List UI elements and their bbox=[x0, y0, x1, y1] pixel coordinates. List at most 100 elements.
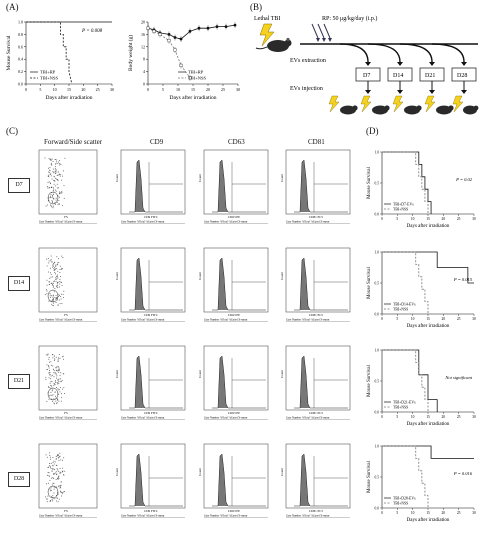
y-tick-label: 16 bbox=[141, 32, 145, 37]
legend-entry: TBI+NSS bbox=[188, 76, 207, 81]
survival-series-2 bbox=[26, 21, 73, 85]
survival-series-2 bbox=[382, 445, 429, 508]
lightning-icon bbox=[259, 23, 275, 47]
x-tick-label: 0 bbox=[381, 317, 383, 321]
y-tick-label: 1.0 bbox=[375, 250, 380, 254]
x-tick-label: 30 bbox=[110, 87, 114, 92]
lethal-tbi-label: Lethal TBI bbox=[254, 16, 280, 22]
row-label-d28: D28 bbox=[8, 472, 30, 487]
y-tick-label: 0 bbox=[143, 82, 145, 87]
x-tick-label: 0 bbox=[381, 511, 383, 515]
legend-entry: TBI+NSS bbox=[393, 307, 408, 311]
axis-label-fs: FS bbox=[64, 215, 68, 219]
p-value: P = 0.02 bbox=[455, 177, 473, 182]
axis-label-cd81: CD81 PC5 bbox=[309, 313, 323, 317]
survival-chart-d1: 0.0 0.5 1.0 0 5 10 15 20 25 30 Mouse Survival Days … bbox=[367, 150, 476, 229]
x-tick-label: 30 bbox=[472, 317, 476, 321]
y-tick-label: 0.8 bbox=[18, 32, 23, 37]
weight-point bbox=[197, 26, 201, 30]
survival-chart-d4: 0.0 0.5 1.0 0 5 10 15 20 25 30 Mouse Survival Days … bbox=[367, 444, 476, 523]
survival-series-2 bbox=[382, 151, 429, 214]
x-tick-label: 20 bbox=[442, 415, 446, 419]
weight-point bbox=[206, 26, 210, 30]
weight-point bbox=[215, 25, 219, 29]
histogram-peak bbox=[129, 257, 183, 311]
count-axis-label: Count bbox=[115, 370, 119, 378]
count-axis-label: Count bbox=[198, 272, 202, 280]
survival-series-1 bbox=[382, 151, 432, 214]
x-tick-label: 15 bbox=[191, 87, 195, 92]
stats-table-header: Gate Number %Total %Gated X-mean bbox=[121, 515, 165, 518]
axis-label-fs: FS bbox=[64, 313, 68, 317]
y-tick-label: 0.6 bbox=[18, 44, 23, 49]
row-label-d7: D7 bbox=[8, 178, 30, 193]
histogram-cd63: Count CD63 PE Gate Number %Total %Gated X-… bbox=[198, 443, 269, 518]
x-axis-label: Days after irradiation bbox=[407, 518, 450, 523]
day-box-d14: D14 bbox=[393, 73, 403, 79]
y-tick-label: 20 bbox=[141, 20, 145, 25]
legend-entry: TBI+RP bbox=[40, 70, 56, 75]
axis-label-cd9: CD9 FITC bbox=[144, 411, 158, 415]
y-axis-label: Mouse Survival bbox=[6, 35, 12, 70]
col-header-fs: Forward/Side scatter bbox=[44, 138, 103, 146]
count-axis-label: Count bbox=[198, 370, 202, 378]
p-value: Not significant bbox=[444, 375, 472, 380]
histogram-cd63: Count CD63 PE Gate Number %Total %Gated X-… bbox=[198, 149, 269, 224]
legend-entry: TBI+NSS bbox=[393, 405, 408, 409]
y-tick-label: 1.0 bbox=[375, 348, 380, 352]
histogram-peak bbox=[294, 257, 348, 311]
stats-table-header: Gate Number %Total %Gated X-mean bbox=[204, 417, 248, 420]
x-tick-label: 0 bbox=[25, 87, 27, 92]
count-axis-label: Count bbox=[198, 174, 202, 182]
gate-ellipse bbox=[47, 485, 59, 499]
survival-series-2 bbox=[382, 251, 429, 314]
axis-label-cd9: CD9 FITC bbox=[144, 215, 158, 219]
x-tick-label: 10 bbox=[411, 317, 415, 321]
axis-label-cd9: CD9 FITC bbox=[144, 313, 158, 317]
y-axis-label: Mouse Survival bbox=[367, 460, 372, 492]
x-tick-label: 25 bbox=[457, 415, 461, 419]
x-axis-label: Days after irradiation bbox=[45, 94, 92, 101]
x-tick-label: 5 bbox=[396, 415, 398, 419]
axis-label-cd81: CD81 PC5 bbox=[309, 215, 323, 219]
histogram-cd9: Count CD9 FITC Gate Number %Total %Gated X… bbox=[115, 345, 186, 420]
axis-label-cd81: CD81 PC5 bbox=[309, 509, 323, 513]
syringe-icon bbox=[311, 23, 331, 39]
y-tick-label: 12 bbox=[141, 44, 145, 49]
panel-label-d: (D) bbox=[366, 126, 379, 136]
x-axis-label: Days after irradiation bbox=[407, 224, 450, 229]
axis-label-cd63: CD63 PE bbox=[228, 313, 240, 317]
x-tick-label: 0 bbox=[381, 217, 383, 221]
y-tick-label: 0.0 bbox=[375, 212, 380, 216]
histogram-cd81: Count CD81 PC5 Gate Number %Total %Gated X… bbox=[280, 345, 351, 420]
histogram-cd63: Count CD63 PE Gate Number %Total %Gated X-… bbox=[198, 345, 269, 420]
histogram-peak bbox=[212, 355, 266, 409]
axis-label-fs: FS bbox=[64, 509, 68, 513]
x-tick-label: 20 bbox=[442, 217, 446, 221]
y-tick-label: 1.0 bbox=[375, 444, 380, 448]
weight-point bbox=[188, 76, 192, 80]
col-header-cd63: CD63 bbox=[228, 138, 245, 146]
scatter-plot: FS Gate Number %Total %Gated X-mean bbox=[38, 149, 98, 224]
scatter-plot: FS Gate Number %Total %Gated X-mean bbox=[38, 345, 98, 420]
histogram-cd9: Count CD9 FITC Gate Number %Total %Gated X… bbox=[115, 247, 186, 322]
y-axis-label: Mouse Survival bbox=[367, 364, 372, 396]
x-tick-label: 15 bbox=[426, 217, 430, 221]
panel-label-c: (C) bbox=[6, 126, 18, 136]
x-tick-label: 25 bbox=[457, 317, 461, 321]
x-tick-label: 10 bbox=[411, 217, 415, 221]
y-tick-label: 0.5 bbox=[375, 379, 380, 383]
x-tick-label: 15 bbox=[426, 317, 430, 321]
p-value: P = 0.016 bbox=[453, 471, 473, 476]
axis-label-cd81: CD81 PC5 bbox=[309, 411, 323, 415]
axis-label-cd63: CD63 PE bbox=[228, 509, 240, 513]
x-tick-label: 5 bbox=[396, 217, 398, 221]
stats-table-header: Gate Number %Total %Gated X-mean bbox=[121, 221, 165, 224]
weight-point bbox=[158, 32, 162, 36]
histogram-cd81: Count CD81 PC5 Gate Number %Total %Gated X… bbox=[280, 247, 351, 322]
count-axis-label: Count bbox=[115, 468, 119, 476]
x-tick-label: 5 bbox=[39, 87, 41, 92]
histogram-peak bbox=[129, 453, 183, 507]
y-tick-label: 0.5 bbox=[375, 181, 380, 185]
count-axis-label: Count bbox=[198, 468, 202, 476]
